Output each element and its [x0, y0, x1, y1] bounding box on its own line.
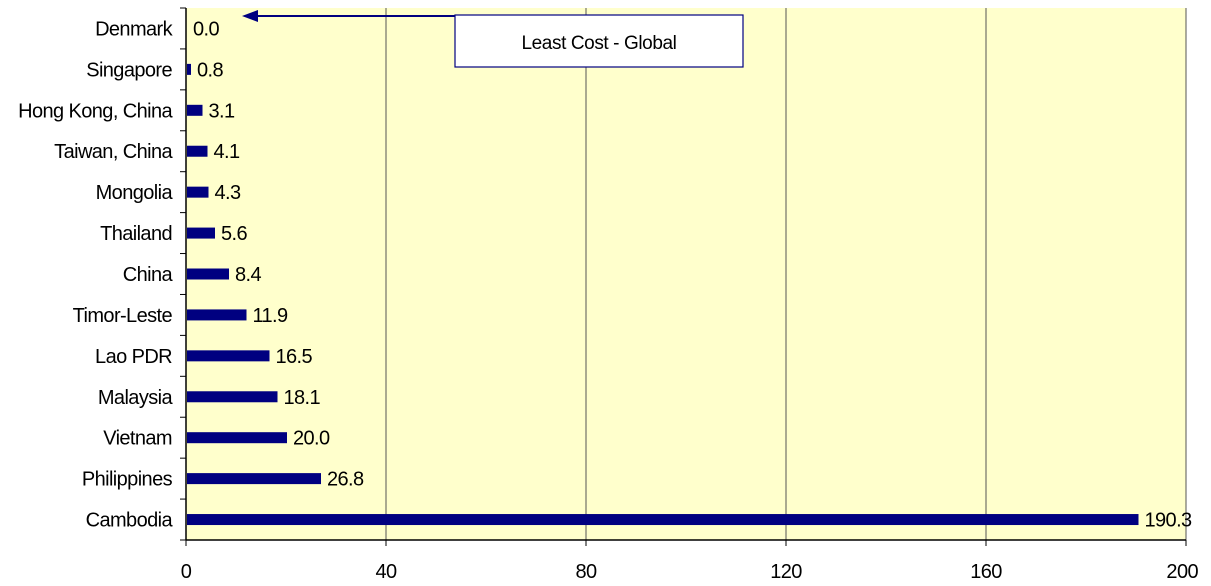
value-label: 0.0	[193, 18, 219, 40]
value-label: 18.1	[284, 387, 321, 409]
value-label: 26.8	[327, 469, 364, 491]
plot-area	[186, 8, 1186, 540]
x-tick-label: 80	[575, 561, 597, 583]
value-label: 0.8	[197, 59, 223, 81]
category-label: Thailand	[100, 223, 172, 245]
category-label: Hong Kong, China	[18, 100, 173, 122]
bar-cambodia	[187, 514, 1139, 526]
value-label: 8.4	[235, 264, 261, 286]
value-label: 11.9	[253, 305, 289, 327]
value-label: 4.1	[214, 141, 240, 163]
x-tick-label: 120	[770, 561, 802, 583]
category-labels: Denmark Singapore Hong Kong, China Taiwan, …	[18, 18, 174, 532]
bar-hong-kong-china	[187, 104, 203, 116]
value-label: 16.5	[276, 346, 313, 368]
value-label: 4.3	[215, 182, 241, 204]
value-label: 5.6	[221, 223, 247, 245]
bar-vietnam	[187, 432, 287, 444]
annotation-text: Least Cost - Global	[521, 33, 676, 54]
category-label: Cambodia	[86, 510, 174, 532]
category-label: Lao PDR	[95, 346, 172, 368]
bar-philippines	[187, 473, 321, 485]
grid-lines	[385, 8, 1187, 540]
x-tick-labels: 0 40 80 120 160 200	[181, 561, 1199, 583]
x-tick-label: 0	[181, 561, 192, 583]
annotation-arrowhead	[242, 10, 258, 22]
axes	[180, 7, 1187, 546]
bars	[187, 63, 1139, 526]
category-label: Timor-Leste	[73, 305, 173, 327]
value-label: 190.3	[1145, 510, 1193, 532]
x-tick-label: 200	[1166, 561, 1198, 583]
bar-lao-pdr	[187, 350, 270, 362]
category-label: Philippines	[82, 469, 173, 491]
x-tick-label: 40	[375, 561, 397, 583]
bar-taiwan-china	[187, 145, 208, 157]
value-label: 20.0	[293, 428, 330, 450]
bar-timor-leste	[187, 309, 247, 321]
category-label: China	[123, 264, 174, 286]
annotation: Least Cost - Global	[242, 10, 744, 68]
bar-thailand	[187, 227, 215, 239]
value-label: 3.1	[209, 100, 235, 122]
bar-malaysia	[187, 391, 278, 403]
category-label: Singapore	[86, 59, 172, 81]
category-label: Vietnam	[103, 428, 172, 450]
bar-china	[187, 268, 229, 280]
category-label: Malaysia	[98, 387, 174, 409]
annotation-box	[454, 14, 744, 68]
category-label: Taiwan, China	[54, 141, 173, 163]
category-label: Mongolia	[96, 182, 174, 204]
bar-mongolia	[187, 186, 209, 198]
value-labels: 0.0 0.8 3.1 4.1 4.3 5.6 8.4 11.9 16.5 18.1 20.0 26.…	[193, 18, 1193, 532]
x-tick-label: 160	[970, 561, 1002, 583]
bar-singapore	[187, 63, 191, 75]
category-label: Denmark	[95, 18, 174, 40]
